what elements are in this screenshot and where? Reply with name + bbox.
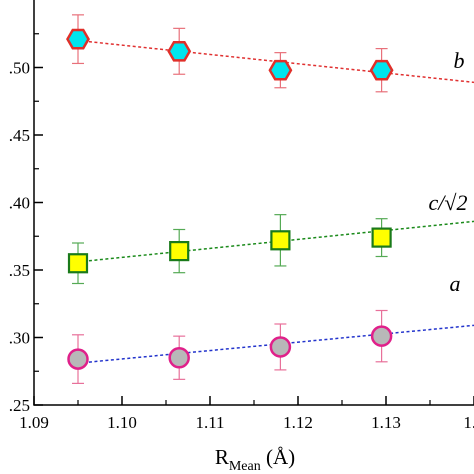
data-point [371,227,392,248]
x-tick-label: 1.12 [283,413,313,432]
data-point [270,230,291,251]
y-tick-label: .50 [9,59,30,78]
x-axis-title: RMean (Å) [215,445,295,474]
series-label: c/√2 [429,190,468,215]
x-axis-title-sub: Mean [229,459,261,474]
series-label: b [454,48,465,73]
x-tick-label: 1.10 [107,413,137,432]
x-tick-label: 1.11 [195,413,224,432]
y-tick-label: .35 [9,261,30,280]
y-tick-label: .25 [9,396,30,415]
data-point [369,59,394,81]
series-square: c/√2 [67,190,474,285]
data-point [169,241,190,262]
y-tick-label: .45 [9,126,30,145]
data-point [269,336,292,358]
series-hexagon: b [66,14,474,93]
plot-frame [33,0,474,406]
series-circle: a [67,271,474,384]
y-tick-label: .30 [9,329,30,348]
data-point [167,40,192,62]
y-tick-label: .40 [9,194,30,213]
series-label: a [450,271,461,296]
x-axis-title-unit: (Å) [261,445,295,469]
data-point [67,348,89,370]
x-tick-label: 1.1 [463,413,474,432]
data-point [268,59,293,81]
data-point [168,347,190,369]
data-point [67,253,89,274]
ticks-layer: 1.09 1.10 1.11 1.12 1.13 1.1 .25 .30 .35 .40 .45 .5… [9,33,474,432]
x-axis-title-main: R [215,445,229,469]
data-point [370,325,393,347]
x-tick-label: 1.09 [19,413,49,432]
series-layer: b c/√2 a [66,14,474,384]
data-point [66,28,90,50]
x-tick-label: 1.13 [371,413,401,432]
